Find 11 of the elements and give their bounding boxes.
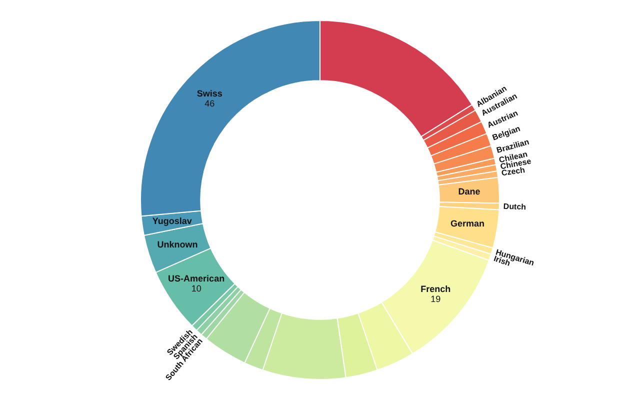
slice-label: Yugoslav [152, 216, 192, 226]
data-label: 46 [204, 98, 215, 109]
slice-label: Dutch [503, 202, 526, 212]
data-label: 19 [430, 294, 441, 304]
slice-label: German [450, 218, 484, 229]
slice-label: Unknown [157, 240, 198, 250]
slice-label: French [420, 284, 451, 294]
slice-label: US-American [168, 273, 225, 284]
slice-label: Dane [458, 186, 480, 196]
slice-label: Swiss [196, 88, 222, 99]
data-label: 10 [191, 283, 202, 294]
